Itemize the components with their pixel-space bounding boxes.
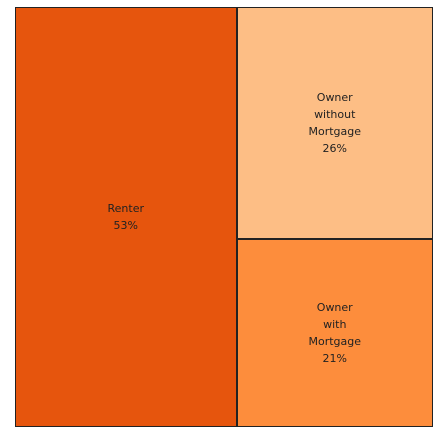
value-label: 26% xyxy=(322,142,347,156)
tile: Renter 53% xyxy=(15,7,237,427)
tile-label: Owner without Mortgage xyxy=(308,91,362,139)
chart: Renter 53% Owner without Mortgage 26% Owner … xyxy=(15,7,433,427)
tile-label: Renter xyxy=(107,202,145,215)
value-label: 53% xyxy=(113,219,138,232)
tile: Owner without Mortgage 26% xyxy=(236,7,433,240)
tile: Owner with Mortgage 21% xyxy=(236,239,433,427)
tile-label: Owner with Mortgage xyxy=(308,301,362,349)
value-label: 21% xyxy=(322,352,347,366)
